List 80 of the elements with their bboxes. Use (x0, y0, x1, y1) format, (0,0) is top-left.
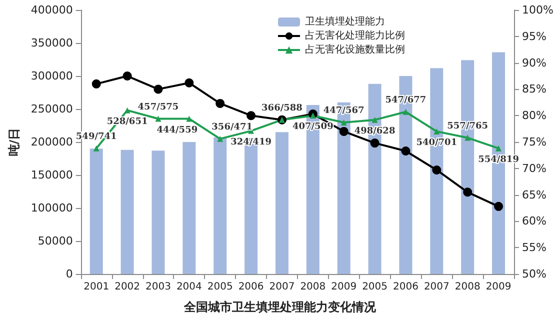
data-label: 498/628 (354, 126, 396, 136)
point (246, 111, 256, 120)
y-tick-label: 350000 (30, 36, 73, 50)
bar (214, 137, 227, 274)
point (434, 128, 440, 134)
y-tick-label: 250000 (30, 102, 73, 116)
data-label: 557/765 (447, 121, 488, 132)
y-tick-label: 200000 (30, 136, 73, 148)
x-tick-label: 2002 (114, 282, 140, 292)
text: 全国城市卫生填埋处理能力变化情况 (183, 300, 377, 314)
point (154, 84, 163, 94)
y2-tick-label: 100% (522, 4, 554, 16)
y-tick-label: 300000 (30, 70, 73, 82)
y-tick-label: 0 (66, 268, 73, 280)
legend-label: 占无害化设施数量比例 (305, 44, 405, 56)
bar (90, 148, 103, 274)
point (494, 202, 504, 211)
point (401, 146, 410, 156)
point (340, 119, 347, 126)
point (155, 116, 162, 122)
data-label: 324/419 (230, 137, 272, 148)
x-tick-label: 2003 (146, 282, 171, 292)
data-label: 407/509 (292, 122, 334, 132)
y-tick-label: 100000 (30, 202, 73, 214)
point (186, 116, 192, 122)
bar (152, 150, 165, 274)
x-tick-label: 2008 (300, 282, 326, 292)
legend-label: 占无害化处理能力比例 (305, 30, 405, 42)
x-tick-label: 2005 (207, 282, 233, 292)
point (402, 108, 409, 115)
data-label: 444/559 (156, 125, 198, 136)
data-label: 547/677 (385, 95, 426, 106)
y2-tick-label: 90% (522, 56, 546, 70)
y-tick-label: 150000 (30, 168, 73, 182)
y2-tick-label: 50% (522, 268, 546, 280)
data-label: 447/567 (323, 106, 364, 116)
data-label: 457/575 (138, 102, 179, 112)
point (122, 72, 132, 80)
x-tick-label: 2009 (331, 282, 357, 292)
x-tick-label: 2005 (362, 282, 388, 292)
bar (275, 132, 288, 274)
y2-tick-label: 85% (522, 82, 546, 96)
point (370, 138, 380, 148)
x-tick-label: 2007 (269, 282, 295, 292)
point (92, 79, 101, 88)
x-tick-label: 2006 (392, 282, 418, 292)
legend-label: 卫生填埋处理能力 (305, 16, 385, 28)
y2-tick-label: 95% (522, 30, 546, 43)
y2-tick-label: 55% (522, 241, 546, 254)
y-tick-label: 400000 (30, 4, 73, 16)
y2-tick-label: 70% (522, 162, 546, 175)
data-label: 356/471 (212, 122, 253, 132)
x-tick-label: 2001 (84, 282, 110, 292)
bar (182, 142, 196, 274)
x-tick-label: 2009 (486, 282, 512, 292)
point (184, 78, 194, 88)
y2-tick-label: 75% (522, 136, 546, 148)
point (464, 134, 471, 141)
y2-tick-label: 65% (522, 188, 546, 202)
point (124, 107, 130, 114)
point (496, 145, 502, 152)
x-tick-label: 2006 (238, 282, 264, 292)
data-label: 540/701 (416, 138, 458, 148)
point (216, 98, 225, 108)
data-label: 366/588 (262, 103, 302, 114)
y-axis-title: 吨/日 (7, 128, 21, 156)
point (463, 188, 472, 197)
bar (120, 150, 134, 274)
point (217, 136, 224, 142)
point (372, 116, 378, 123)
x-tick-label: 2008 (454, 282, 480, 292)
y-tick-label: 50000 (38, 234, 73, 248)
x-tick-label: 2004 (176, 282, 202, 292)
point (432, 165, 442, 174)
y2-tick-label: 60% (522, 214, 546, 228)
point (339, 126, 348, 136)
point (93, 145, 100, 152)
point (310, 112, 316, 119)
x-tick-label: 2007 (424, 282, 450, 292)
y2-tick-label: 80% (522, 109, 546, 122)
